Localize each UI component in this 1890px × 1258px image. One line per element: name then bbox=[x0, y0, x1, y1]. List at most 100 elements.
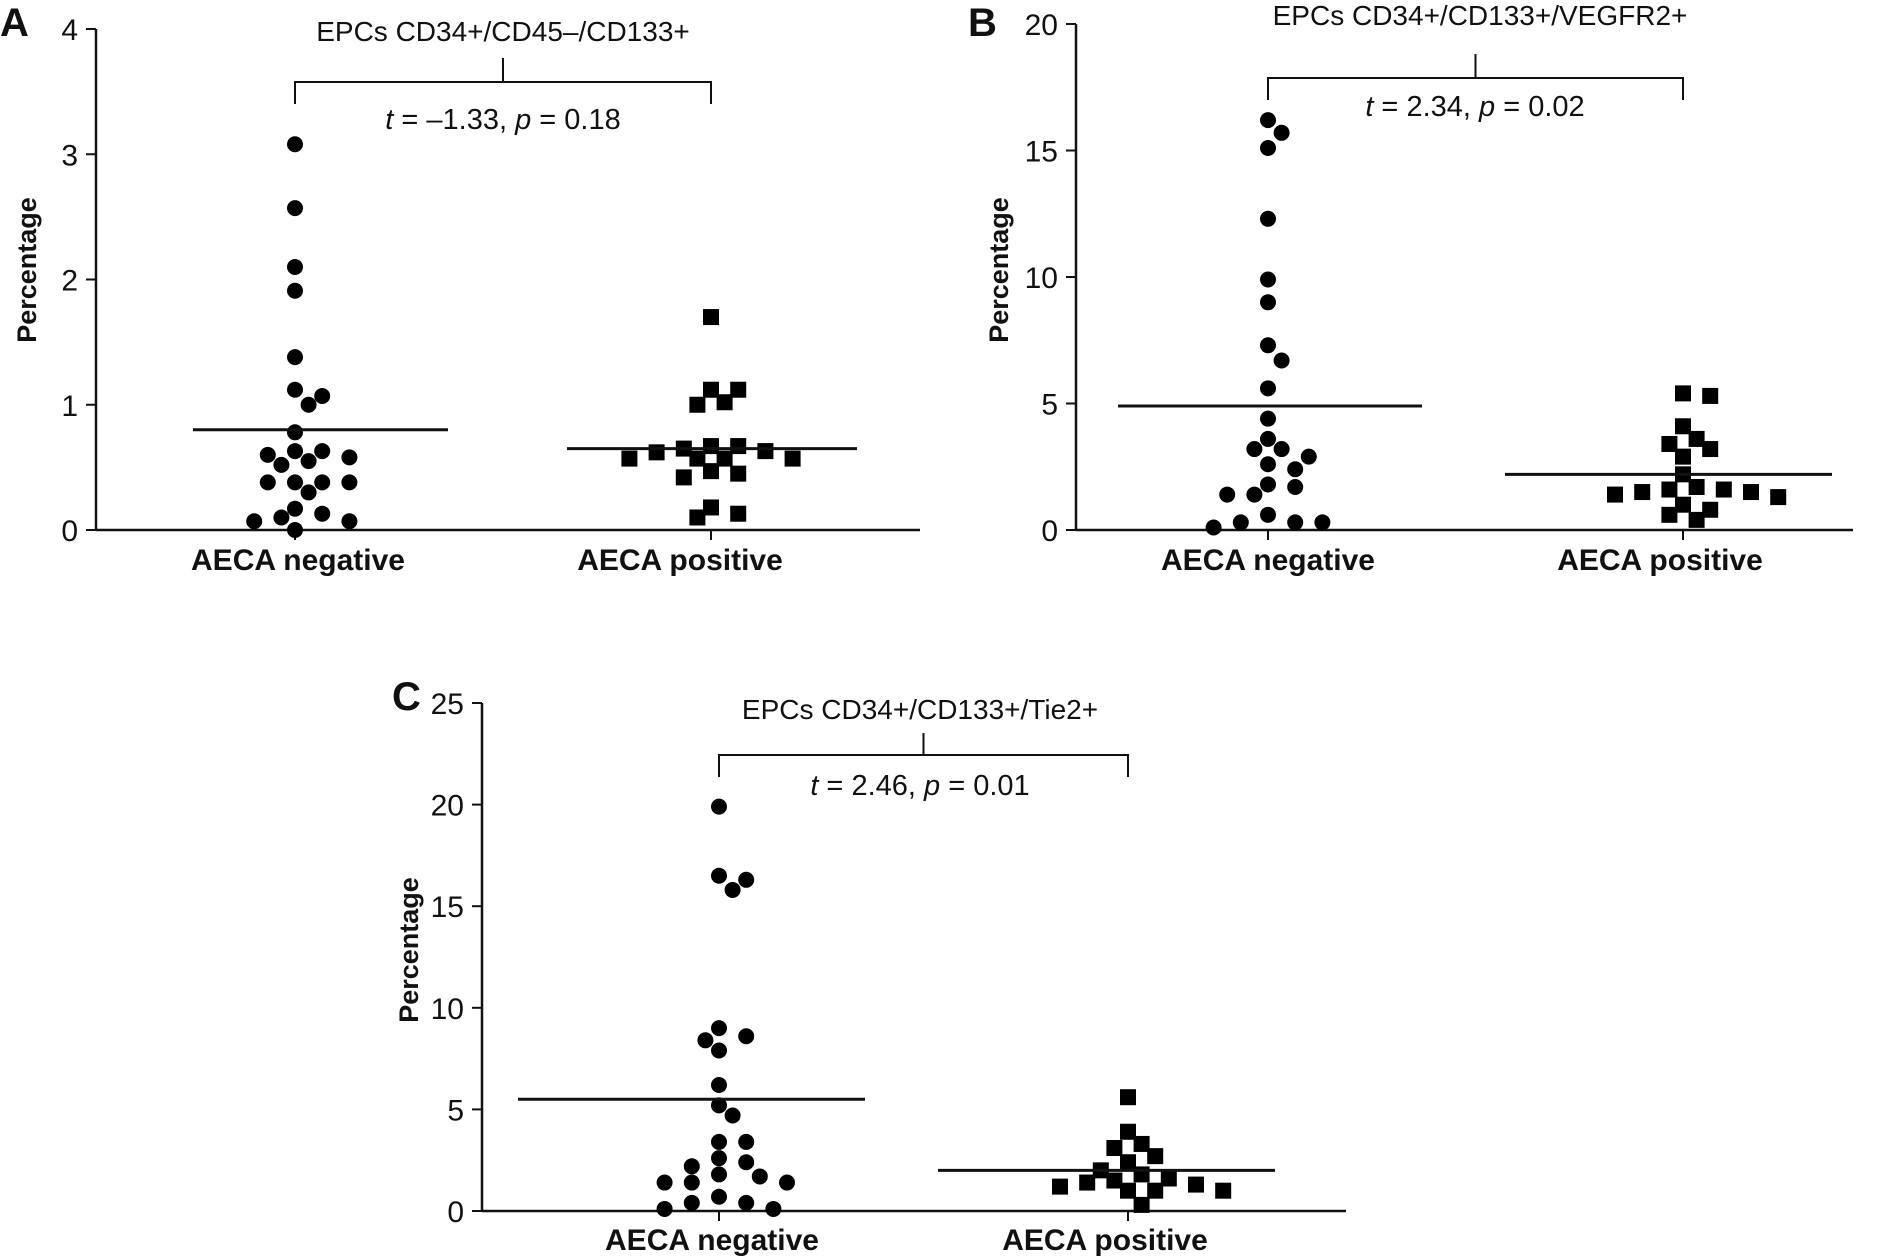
t-symbol: t bbox=[810, 770, 820, 802]
data-point bbox=[273, 509, 290, 526]
data-point bbox=[259, 446, 276, 463]
data-point bbox=[757, 443, 774, 460]
data-point bbox=[1702, 441, 1719, 458]
y-tick-label: 2 bbox=[61, 265, 78, 298]
data-point bbox=[1743, 484, 1759, 501]
data-point bbox=[1260, 410, 1276, 427]
data-point bbox=[1300, 448, 1317, 465]
p-symbol: p bbox=[1478, 91, 1495, 123]
data-point bbox=[711, 1020, 727, 1037]
data-point bbox=[1133, 1135, 1150, 1152]
data-point bbox=[1675, 385, 1691, 402]
data-point bbox=[1260, 430, 1276, 447]
data-point bbox=[738, 1154, 755, 1171]
data-point bbox=[287, 424, 303, 441]
data-point bbox=[656, 1200, 673, 1217]
panel-c: C EPCs CD34+/CD133+/Tie2+ Percentage AEC… bbox=[392, 675, 1346, 1257]
data-point bbox=[716, 394, 733, 411]
data-point bbox=[1260, 271, 1276, 288]
data-point bbox=[1120, 1089, 1136, 1106]
y-tick-label: 15 bbox=[431, 891, 464, 924]
data-point bbox=[1147, 1148, 1164, 1165]
data-point bbox=[1770, 489, 1787, 506]
data-point bbox=[621, 450, 638, 467]
stat-annotation: t = –1.33, p = 0.18 bbox=[385, 104, 620, 136]
y-axis-label: Percentage bbox=[394, 877, 424, 1023]
data-point bbox=[675, 469, 692, 486]
data-point bbox=[1607, 486, 1623, 503]
y-tick-label: 15 bbox=[1025, 136, 1058, 169]
chart-title: EPCs CD34+/CD45–/CD133+ bbox=[316, 16, 690, 47]
data-point bbox=[711, 1042, 727, 1059]
data-point bbox=[1260, 210, 1276, 227]
data-point bbox=[648, 444, 665, 461]
y-tick-label: 4 bbox=[61, 14, 78, 47]
chart-title: EPCs CD34+/CD133+/VEGFR2+ bbox=[1273, 0, 1688, 31]
data-point bbox=[1260, 476, 1276, 493]
y-tick-label: 20 bbox=[1025, 9, 1058, 42]
data-point bbox=[703, 499, 719, 516]
data-point bbox=[1287, 478, 1304, 495]
y-tick-label: 0 bbox=[447, 1196, 464, 1229]
data-point bbox=[1675, 448, 1691, 465]
data-point bbox=[1675, 496, 1691, 513]
data-point bbox=[703, 463, 719, 480]
panel-label: A bbox=[0, 1, 29, 45]
data-point bbox=[711, 1188, 727, 1205]
data-point bbox=[341, 474, 358, 491]
data-point bbox=[1215, 1182, 1232, 1199]
data-point bbox=[711, 1166, 727, 1183]
data-point bbox=[1287, 461, 1304, 478]
data-point bbox=[1688, 430, 1705, 447]
data-point bbox=[738, 1194, 755, 1211]
data-point bbox=[711, 1077, 727, 1094]
data-point bbox=[314, 443, 331, 460]
category-label: AECA positive bbox=[1002, 1224, 1208, 1257]
data-point bbox=[341, 513, 358, 530]
y-tick-label: 10 bbox=[431, 993, 464, 1026]
y-tick-label: 0 bbox=[1041, 515, 1058, 548]
data-point bbox=[765, 1200, 782, 1217]
data-point bbox=[1079, 1174, 1096, 1191]
data-point bbox=[287, 282, 303, 299]
data-point bbox=[259, 474, 276, 491]
panel-label: C bbox=[392, 675, 421, 719]
panel-a: A EPCs CD34+/CD45–/CD133+ Percentage AEC… bbox=[0, 1, 920, 577]
data-point bbox=[314, 505, 331, 522]
data-point bbox=[1120, 1154, 1136, 1171]
category-label: AECA positive bbox=[1557, 544, 1763, 577]
y-tick-label: 5 bbox=[1041, 389, 1058, 422]
data-point bbox=[738, 871, 755, 888]
data-point bbox=[1273, 124, 1290, 141]
data-point bbox=[300, 396, 317, 413]
data-point bbox=[1205, 519, 1222, 536]
data-point bbox=[300, 484, 317, 501]
data-point bbox=[1120, 1182, 1136, 1199]
data-point bbox=[730, 438, 747, 455]
data-point bbox=[1106, 1172, 1123, 1189]
p-value: 0.18 bbox=[564, 104, 620, 136]
significance-bracket bbox=[294, 58, 712, 104]
y-tick-label: 3 bbox=[61, 139, 78, 172]
data-point bbox=[1133, 1196, 1150, 1213]
stat-annotation: t = 2.46, p = 0.01 bbox=[810, 770, 1029, 802]
category-label: AECA negative bbox=[191, 544, 405, 577]
data-point bbox=[287, 522, 303, 538]
y-tick-label: 5 bbox=[447, 1094, 464, 1127]
data-point bbox=[1133, 1166, 1150, 1183]
data-point bbox=[1260, 139, 1276, 156]
data-point bbox=[697, 1032, 714, 1049]
stat-annotation: t = 2.34, p = 0.02 bbox=[1365, 91, 1584, 123]
data-point bbox=[711, 798, 727, 815]
data-point bbox=[703, 309, 719, 326]
data-point bbox=[1260, 456, 1276, 473]
data-point bbox=[1661, 435, 1678, 452]
data-point bbox=[1273, 352, 1290, 369]
data-point bbox=[1260, 112, 1276, 129]
t-value: 2.34 bbox=[1406, 91, 1462, 123]
data-point bbox=[287, 381, 303, 398]
data-point bbox=[738, 1133, 755, 1150]
data-point bbox=[1260, 506, 1276, 523]
data-point bbox=[656, 1174, 673, 1191]
